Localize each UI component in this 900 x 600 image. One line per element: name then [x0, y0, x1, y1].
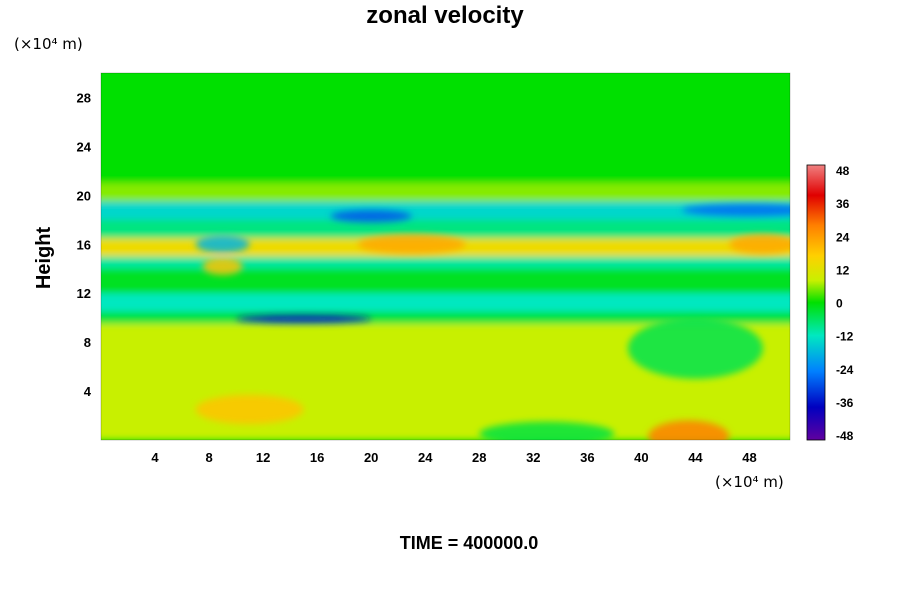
velocity-band-3 — [101, 268, 790, 294]
velocity-feature-3 — [729, 234, 790, 255]
velocity-band-7 — [101, 201, 790, 220]
x-tick-label: 36 — [580, 450, 594, 465]
velocity-feature-4 — [202, 257, 243, 275]
x-tick-label: 48 — [742, 450, 756, 465]
velocity-band-2 — [101, 293, 790, 312]
velocity-band-4 — [101, 256, 790, 269]
x-axis-ticks: 4 8 12 16 20 24 28 32 36 40 44 48 — [151, 450, 756, 465]
y-tick-label: 28 — [77, 90, 91, 105]
velocity-feature-9 — [627, 317, 763, 379]
plot-area — [101, 73, 790, 440]
y-tick-label: 8 — [84, 335, 91, 350]
velocity-band-6 — [101, 219, 790, 239]
colorbar-tick-label: 48 — [836, 164, 850, 178]
velocity-feature-5 — [236, 314, 372, 324]
colorbar-ticks: 48 36 24 12 0 -12 -24 -36 -48 — [836, 164, 854, 443]
velocity-band-9 — [101, 73, 790, 184]
velocity-feature-6 — [330, 210, 412, 223]
chart-title: zonal velocity — [366, 2, 524, 29]
velocity-features — [195, 203, 790, 440]
x-tick-label: 12 — [256, 450, 270, 465]
x-tick-label: 32 — [526, 450, 540, 465]
y-axis-label: Height — [33, 227, 55, 290]
colorbar — [806, 164, 826, 441]
y-unit-label: (×10⁴ m) — [14, 35, 83, 53]
y-tick-label: 20 — [77, 188, 91, 203]
x-tick-label: 20 — [364, 450, 378, 465]
colorbar-tick-label: 0 — [836, 297, 843, 311]
x-tick-label: 4 — [151, 450, 159, 465]
y-tick-label: 4 — [84, 384, 92, 399]
y-tick-label: 12 — [77, 286, 91, 301]
y-tick-label: 16 — [77, 237, 91, 252]
velocity-band-8 — [101, 183, 790, 202]
velocity-feature-10 — [479, 421, 615, 440]
x-tick-label: 28 — [472, 450, 486, 465]
x-tick-label: 16 — [310, 450, 324, 465]
x-tick-label: 24 — [418, 450, 433, 465]
velocity-feature-7 — [681, 203, 790, 217]
colorbar-tick-label: 24 — [836, 230, 850, 244]
velocity-bands — [101, 73, 790, 440]
colorbar-tick-label: 12 — [836, 263, 850, 277]
plot-frame — [100, 72, 791, 441]
colorbar-tick-label: 36 — [836, 197, 850, 211]
x-tick-label: 44 — [688, 450, 703, 465]
x-unit-label: (×10⁴ m) — [715, 473, 784, 491]
x-tick-label: 8 — [205, 450, 212, 465]
colorbar-tick-label: -48 — [836, 429, 854, 443]
x-tick-label: 40 — [634, 450, 648, 465]
colorbar-tick-label: -24 — [836, 363, 854, 377]
velocity-feature-8 — [195, 235, 250, 253]
velocity-feature-0 — [648, 420, 730, 440]
y-axis-ticks: 4 8 12 16 20 24 28 — [77, 90, 92, 399]
time-label: TIME = 400000.0 — [400, 533, 539, 553]
y-tick-label: 24 — [77, 139, 92, 154]
colorbar-tick-label: -12 — [836, 330, 854, 344]
velocity-feature-2 — [357, 234, 466, 255]
velocity-feature-1 — [195, 394, 304, 425]
colorbar-tick-label: -36 — [836, 396, 854, 410]
